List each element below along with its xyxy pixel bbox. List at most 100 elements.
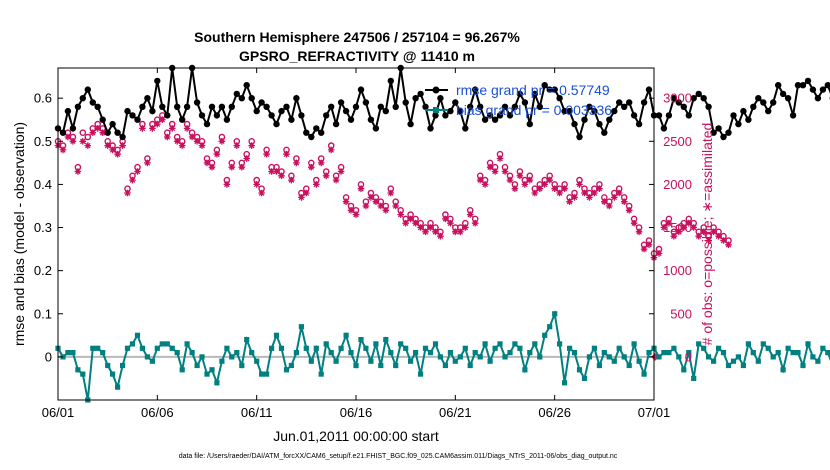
assimilated-obs-point bbox=[203, 159, 211, 167]
bias-point bbox=[259, 371, 265, 377]
possible-obs-point bbox=[84, 133, 92, 141]
bias-point bbox=[204, 371, 210, 377]
bias-point bbox=[686, 350, 692, 356]
rmse-point bbox=[680, 103, 687, 111]
bias-point bbox=[601, 350, 607, 356]
rmse-point bbox=[144, 95, 151, 102]
y-tick-label-left: 0.3 bbox=[34, 220, 52, 235]
bias-point bbox=[239, 362, 245, 369]
assimilated-obs-point bbox=[427, 224, 434, 231]
y-tick-label-right: 3000 bbox=[663, 91, 692, 106]
bias-point bbox=[457, 354, 463, 360]
bias-point bbox=[328, 350, 334, 356]
rmse-point bbox=[308, 133, 315, 141]
bias-point bbox=[209, 367, 215, 373]
chart-title: Southern Hemisphere 247506 / 257104 = 96… bbox=[194, 29, 520, 45]
bias-point bbox=[363, 345, 369, 351]
assimilated-obs-point bbox=[223, 181, 231, 188]
bias-point bbox=[626, 362, 632, 369]
assimilated-obs-point bbox=[332, 176, 340, 184]
rmse-point bbox=[611, 107, 618, 115]
rmse-point bbox=[318, 129, 325, 136]
assimilated-obs-point bbox=[665, 219, 673, 227]
rmse-point bbox=[635, 120, 643, 128]
bias-point bbox=[442, 362, 448, 369]
rmse-point bbox=[630, 112, 638, 119]
bias-point bbox=[507, 350, 513, 356]
bias-point bbox=[353, 362, 359, 369]
rmse-point bbox=[750, 103, 757, 111]
assimilated-obs-point bbox=[601, 198, 608, 205]
assimilated-obs-point bbox=[521, 181, 529, 188]
rmse-point bbox=[685, 112, 692, 119]
rmse-point bbox=[303, 129, 310, 136]
assimilated-obs-point bbox=[546, 176, 553, 184]
bias-point bbox=[671, 345, 677, 351]
rmse-point bbox=[745, 116, 752, 123]
rmse-point bbox=[799, 82, 807, 89]
rmse-point bbox=[506, 112, 514, 119]
bias-point bbox=[169, 345, 175, 351]
y-tick-label-left: 0.5 bbox=[34, 134, 52, 149]
bias-point bbox=[760, 341, 766, 347]
assimilated-obs-point bbox=[173, 138, 181, 145]
rmse-point bbox=[377, 103, 384, 111]
bias-point bbox=[139, 345, 145, 351]
rmse-point bbox=[293, 95, 300, 102]
bias-point bbox=[661, 350, 667, 356]
rmse-point bbox=[69, 125, 77, 132]
rmse-point bbox=[645, 86, 653, 93]
assimilated-obs-point bbox=[293, 159, 300, 167]
bias-point bbox=[581, 375, 588, 381]
assimilated-obs-point bbox=[59, 146, 67, 154]
rmse-point bbox=[278, 107, 285, 115]
rmse-point bbox=[437, 95, 444, 102]
assimilated-obs-point bbox=[238, 163, 246, 171]
assimilated-obs-point bbox=[675, 228, 683, 236]
assimilated-obs-point bbox=[337, 168, 345, 175]
assimilated-obs-point bbox=[581, 189, 588, 197]
assimilated-obs-point bbox=[476, 176, 484, 184]
bias-point bbox=[567, 345, 573, 351]
bias-point bbox=[95, 345, 101, 351]
bias-point bbox=[229, 354, 235, 360]
x-tick-label: 07/01 bbox=[638, 405, 671, 420]
assimilated-obs-point bbox=[496, 155, 504, 162]
rmse-point bbox=[690, 95, 697, 102]
footer-data-file: data file: /Users/raeder/DAI/ATM_forcXX/… bbox=[179, 453, 618, 460]
rmse-point bbox=[253, 107, 260, 115]
bias-point bbox=[800, 362, 806, 369]
assimilated-obs-point bbox=[551, 185, 558, 192]
rmse-point bbox=[566, 107, 573, 115]
bias-point bbox=[313, 345, 319, 351]
rmse-point bbox=[367, 116, 375, 123]
rmse-point bbox=[228, 103, 235, 111]
assimilated-obs-point bbox=[457, 228, 464, 236]
bias-point bbox=[333, 358, 339, 364]
bias-point bbox=[641, 371, 647, 377]
rmse-point bbox=[521, 99, 529, 106]
rmse-point bbox=[392, 103, 399, 111]
rmse-point bbox=[382, 107, 389, 115]
rmse-point bbox=[730, 112, 737, 119]
legend-bias-marker bbox=[433, 107, 439, 113]
bias-point bbox=[656, 354, 662, 360]
assimilated-obs-point bbox=[119, 142, 126, 149]
rmse-point bbox=[819, 86, 827, 93]
assimilated-obs-point bbox=[571, 194, 578, 201]
bias-point bbox=[770, 354, 776, 360]
bias-point bbox=[194, 362, 200, 369]
rmse-point bbox=[765, 107, 772, 115]
y-axis-label-right: # of obs: o=possible; ∗=assimilated bbox=[699, 123, 715, 346]
bias-point bbox=[532, 341, 538, 347]
bias-point bbox=[378, 362, 384, 369]
bias-point bbox=[174, 350, 180, 356]
rmse-point bbox=[541, 82, 548, 89]
rmse-point bbox=[715, 125, 722, 132]
assimilated-obs-point bbox=[208, 163, 216, 171]
bias-point bbox=[706, 354, 712, 360]
assimilated-obs-point bbox=[144, 159, 151, 167]
assimilated-obs-point bbox=[695, 232, 702, 240]
bias-point bbox=[740, 362, 746, 369]
rmse-point bbox=[452, 99, 459, 106]
